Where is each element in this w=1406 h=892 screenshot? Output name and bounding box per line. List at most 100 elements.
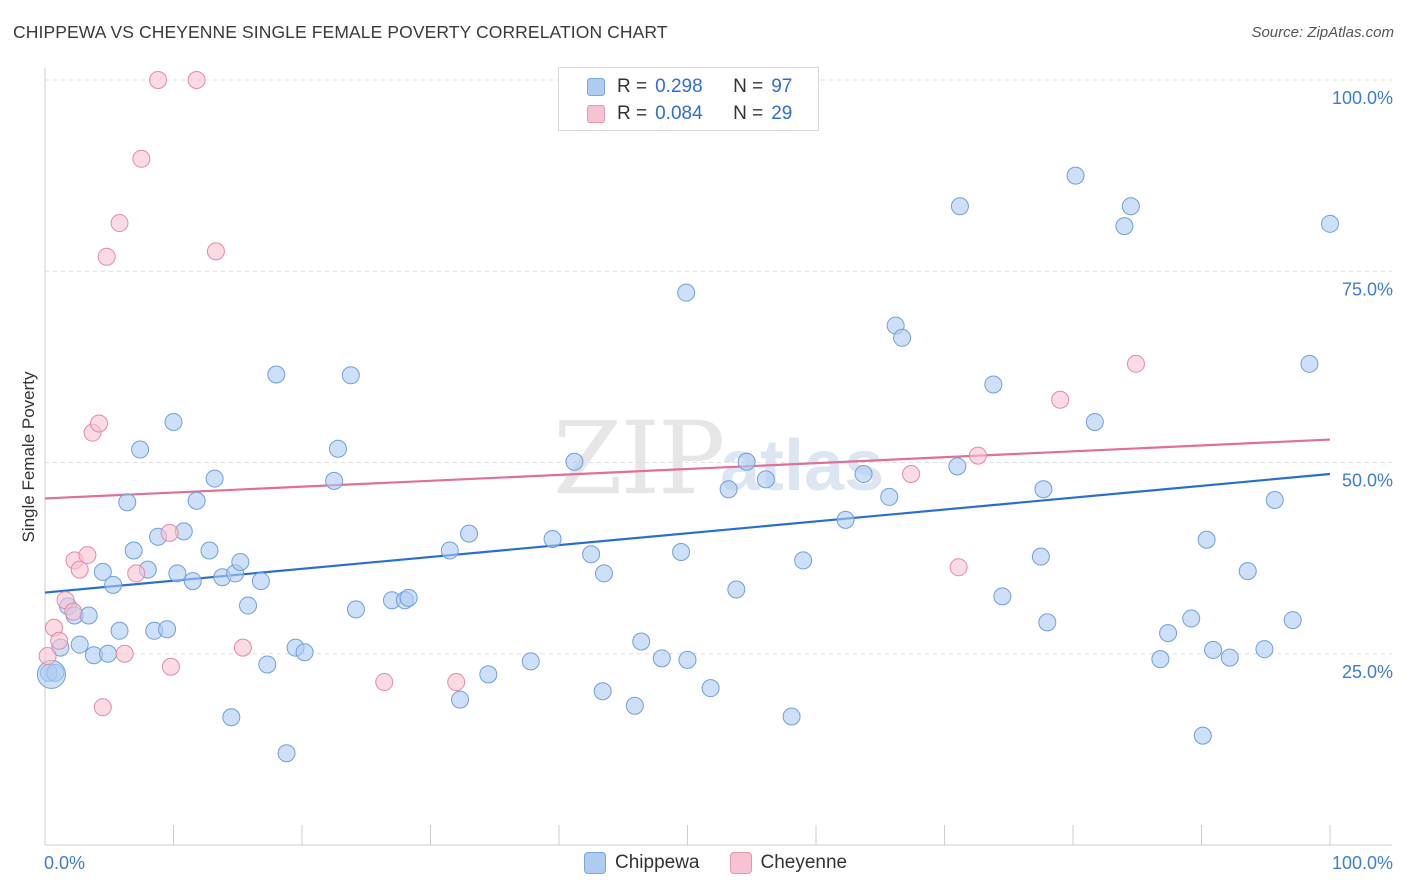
cheyenne-point (949, 558, 968, 577)
cheyenne-point (187, 71, 206, 89)
chippewa-point (521, 652, 540, 671)
chippewa-point (1197, 530, 1216, 549)
chippewa-point (118, 493, 137, 512)
chippewa-point (131, 440, 150, 459)
cheyenne-point (115, 644, 134, 663)
chippewa-point (594, 564, 613, 583)
cheyenne-point (161, 657, 180, 676)
chippewa-point (678, 650, 697, 669)
chippewa-point (479, 665, 498, 684)
chippewa-point (328, 439, 347, 458)
chippewa-point (346, 600, 365, 619)
chippewa-point (164, 412, 183, 431)
x-tick-label: 100.0% (1332, 853, 1393, 873)
chippewa-point (79, 606, 98, 625)
chippewa-point (984, 375, 1003, 394)
cheyenne-legend-swatch (729, 852, 752, 874)
chippewa-point (950, 197, 969, 216)
chippewa-point (187, 491, 206, 510)
n-value: 97 (771, 76, 793, 97)
chippewa-point (158, 620, 177, 639)
chippewa-point (719, 480, 738, 499)
legend-label-chippewa: Chippewa (615, 852, 700, 873)
cheyenne-point (206, 242, 225, 261)
chippewa-point (1085, 412, 1104, 431)
chippewa-point (782, 707, 801, 726)
legend-row-cheyenne: R = 0.084 N = 29 (559, 101, 792, 127)
x-tick-label: 0.0% (44, 853, 85, 873)
chippewa-swatch (587, 78, 605, 96)
r-value: 0.298 (655, 76, 703, 97)
y-tick-label: 75.0% (1342, 279, 1393, 299)
data-points (36, 71, 1339, 763)
cheyenne-point (97, 247, 116, 266)
chippewa-point (200, 541, 219, 560)
n-value: 29 (771, 103, 793, 124)
legend: R = 0.298 N = 97 R = 0.084 N = 29 (558, 67, 819, 131)
cheyenne-point (233, 638, 252, 657)
chippewa-point (110, 621, 129, 640)
chippewa-point (677, 283, 696, 302)
source-label: Source: ZipAtlas.com (1251, 24, 1394, 41)
chippewa-point (854, 464, 873, 483)
chippewa-point (593, 682, 612, 701)
chippewa-point (893, 328, 912, 347)
cheyenne-point (70, 560, 89, 579)
chart-title: CHIPPEWA VS CHEYENNE SINGLE FEMALE POVER… (13, 22, 668, 42)
cheyenne-point (1126, 354, 1145, 373)
r-label: R = (617, 103, 648, 124)
cheyenne-point (64, 602, 83, 621)
cheyenne-point (50, 631, 69, 650)
chippewa-point (756, 470, 775, 489)
chippewa-point (582, 545, 601, 564)
chippewa-point (1115, 217, 1134, 236)
bottom-legend: Chippewa Cheyenne (584, 852, 847, 874)
cheyenne-trend-line (44, 438, 1331, 500)
chippewa-point (341, 366, 360, 385)
chippewa-point (70, 635, 89, 654)
chippewa-point (1220, 648, 1239, 667)
chippewa-point (251, 572, 270, 591)
chippewa-point (440, 541, 459, 560)
legend-label-cheyenne: Cheyenne (760, 852, 848, 873)
chippewa-point (205, 469, 224, 488)
chippewa-point (948, 457, 967, 476)
chippewa-point (1238, 562, 1257, 581)
y-axis-title: Single Female Poverty (19, 371, 38, 543)
chippewa-point (1066, 166, 1085, 185)
chippewa-point (1159, 624, 1178, 643)
y-tick-label: 100.0% (1332, 88, 1393, 108)
chippewa-point (36, 659, 66, 689)
cheyenne-point (902, 464, 921, 483)
chippewa-point (258, 655, 277, 674)
chippewa-point (460, 524, 479, 543)
chippewa-point (93, 562, 112, 581)
cheyenne-swatch (587, 105, 605, 123)
chippewa-point (652, 649, 671, 668)
chippewa-point (993, 587, 1012, 606)
chippewa-point (1121, 197, 1140, 216)
chippewa-point (168, 564, 187, 583)
chippewa-point (632, 632, 651, 651)
chippewa-point (277, 744, 296, 763)
chippewa-point (1321, 214, 1339, 233)
chippewa-point (1182, 609, 1201, 628)
chippewa-point (1031, 547, 1050, 566)
chippewa-point (737, 452, 756, 471)
tick-labels: 25.0% 50.0% 75.0% 100.0% 0.0% 100.0% Single Fe… (19, 88, 1393, 873)
legend-row-chippewa: R = 0.298 N = 97 (559, 74, 792, 100)
chippewa-point (836, 510, 855, 529)
chippewa-point (543, 530, 562, 548)
chippewa-point (1034, 480, 1053, 499)
y-tick-label: 25.0% (1342, 662, 1393, 682)
cheyenne-point (149, 71, 168, 89)
n-label: N = (733, 103, 764, 124)
chippewa-point (399, 588, 418, 607)
chippewa-point (880, 487, 899, 506)
r-value: 0.084 (655, 103, 703, 124)
cheyenne-point (132, 149, 151, 168)
cheyenne-point (127, 564, 146, 583)
cheyenne-point (93, 698, 112, 717)
cheyenne-point (968, 446, 987, 465)
cheyenne-point (375, 673, 394, 692)
